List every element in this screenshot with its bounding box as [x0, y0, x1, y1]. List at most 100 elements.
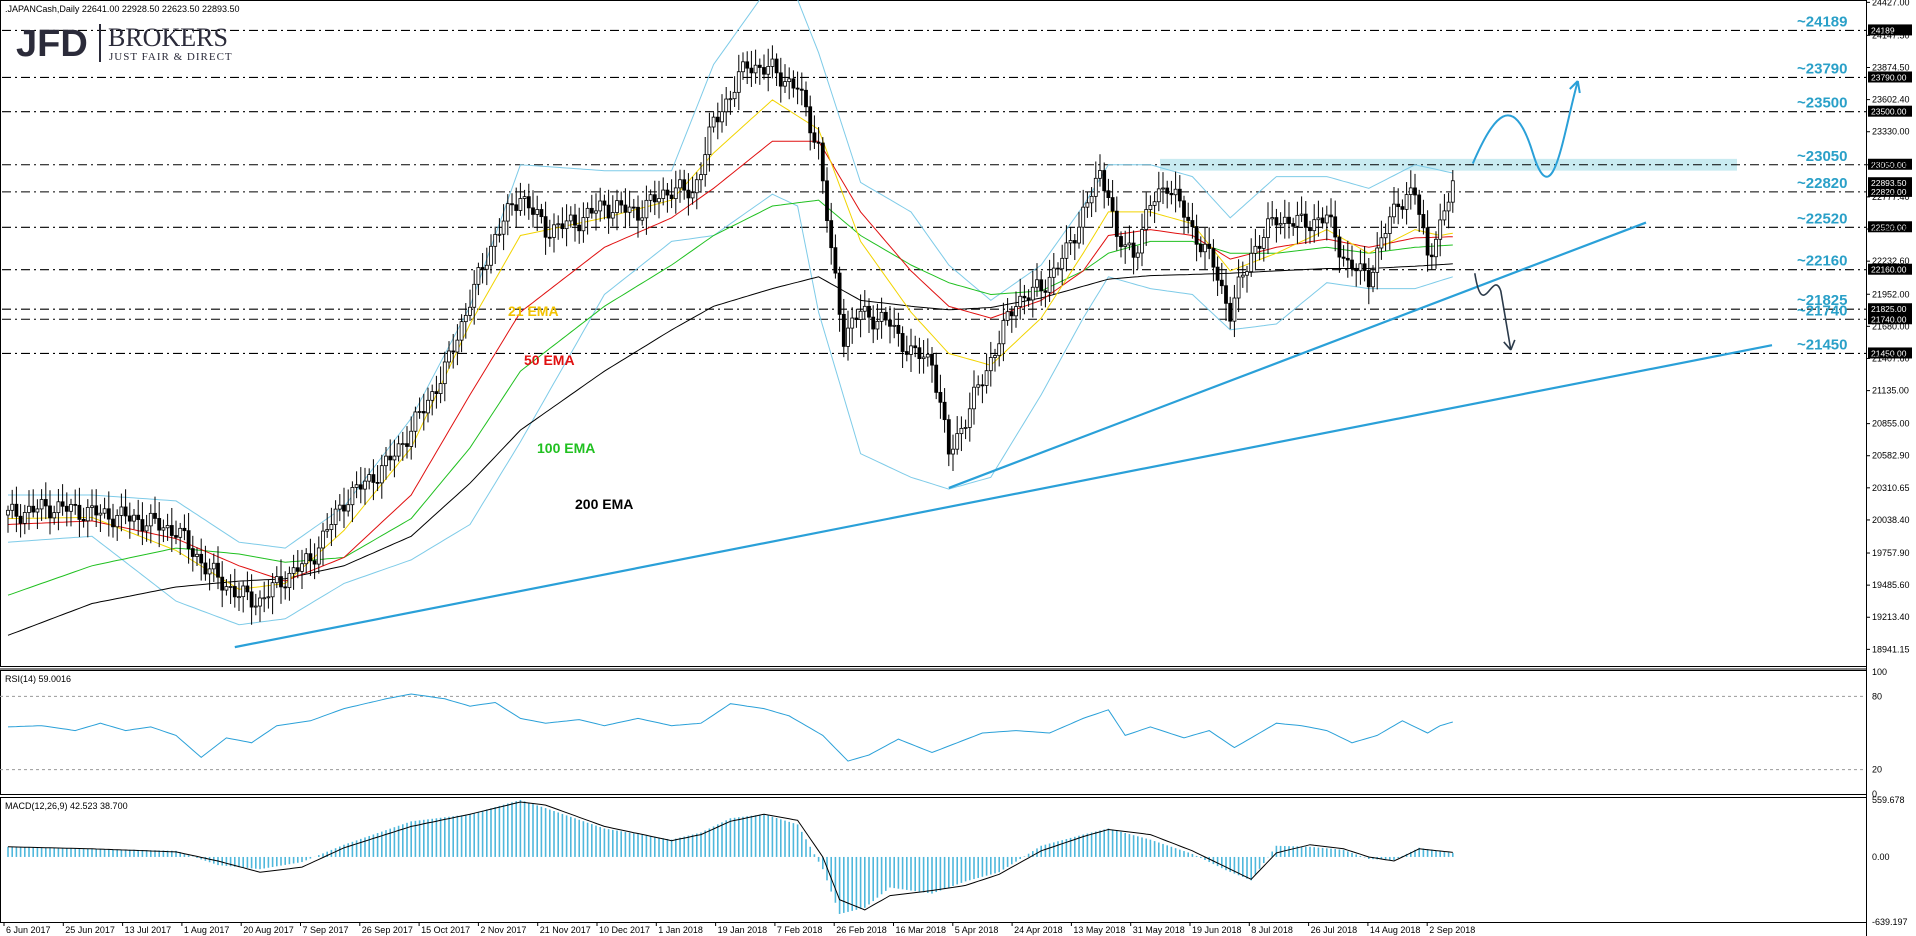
candle-body — [825, 180, 829, 222]
price-tick-label: 23874.50 — [1872, 63, 1910, 73]
macd-signal-line — [7, 801, 1453, 911]
bollinger-lower — [7, 193, 1453, 626]
date-tick-label: 26 Feb 2018 — [836, 925, 887, 935]
candle-body — [1316, 217, 1321, 221]
candle-body — [1404, 194, 1409, 210]
candle-body — [720, 111, 724, 123]
candle-body — [321, 530, 325, 549]
candle-body — [43, 499, 48, 507]
candle-body — [543, 216, 548, 238]
candle-body — [1026, 297, 1031, 301]
candle-body — [153, 512, 157, 519]
candle-body — [867, 305, 871, 318]
candle-body — [1182, 200, 1186, 218]
date-tick-label: 15 Oct 2017 — [421, 925, 470, 935]
candle-body — [169, 525, 174, 536]
price-tick-label: 23330.00 — [1872, 127, 1910, 137]
candle-body — [211, 562, 216, 570]
level-price-tag — [1868, 221, 1912, 233]
candle-body — [144, 525, 149, 532]
candle-body — [1186, 216, 1191, 221]
candle-body — [1266, 218, 1270, 238]
candle-body — [279, 576, 283, 588]
candle-body — [598, 200, 603, 212]
candle-body — [1207, 243, 1212, 249]
candle-body — [854, 317, 859, 320]
symbol-header: .JAPANCash,Daily 22641.00 22928.50 22623… — [5, 4, 240, 14]
candle-body — [636, 206, 640, 221]
candle-body — [127, 515, 132, 522]
candle-body — [98, 512, 103, 516]
candle-body — [619, 200, 624, 206]
candle-body — [783, 81, 787, 87]
rsi-tick-label: 20 — [1872, 765, 1882, 775]
candle-body — [526, 196, 531, 209]
price-tick-label: 19485.60 — [1872, 580, 1910, 590]
candle-body — [274, 576, 279, 584]
candle-body — [774, 58, 779, 74]
candle-body — [892, 324, 897, 327]
candle-body — [909, 345, 913, 355]
logo-name: BROKERS — [108, 23, 228, 52]
candle-body — [1270, 217, 1275, 220]
candle-body — [417, 411, 422, 413]
candle-body — [673, 187, 678, 200]
candle-body — [627, 206, 632, 213]
date-tick-label: 7 Feb 2018 — [777, 925, 823, 935]
candle-body — [883, 311, 888, 321]
date-tick-label: 2 Sep 2018 — [1429, 925, 1475, 935]
level-label: ~21450 — [1797, 336, 1847, 353]
candle-body — [993, 355, 997, 358]
candle-body — [463, 314, 468, 323]
level-price-tag-text: 21450.00 — [1871, 348, 1907, 358]
logo-mark: JFD — [16, 23, 88, 65]
current-price-text: 22893.50 — [1871, 178, 1907, 188]
level-price-tag — [1868, 185, 1912, 197]
candle-body — [816, 141, 821, 144]
level-price-tag-text: 23790.00 — [1871, 72, 1907, 82]
candle-body — [367, 474, 372, 482]
candle-body — [1135, 252, 1140, 258]
candle-body — [237, 596, 241, 599]
candle-body — [392, 455, 397, 461]
date-tick-label: 1 Jan 2018 — [658, 925, 703, 935]
macd-title: MACD(12,26,9) 42.523 38.700 — [5, 801, 128, 811]
candle-body — [35, 508, 40, 513]
candle-body — [1366, 270, 1371, 288]
candle-body — [325, 529, 330, 532]
level-price-tag — [1868, 347, 1912, 359]
candle-body — [1009, 311, 1014, 317]
candle-body — [1224, 285, 1228, 304]
candle-body — [1039, 279, 1044, 292]
candle-body — [1278, 223, 1283, 226]
candle-body — [493, 233, 498, 247]
candle-body — [1232, 297, 1237, 322]
candle-body — [472, 283, 477, 308]
candle-body — [316, 547, 321, 565]
scenario-arrows — [1471, 80, 1581, 351]
candle-body — [136, 514, 141, 520]
ema100-label: 100 EMA — [537, 440, 595, 456]
candle-body — [837, 272, 842, 315]
candle-body — [732, 91, 737, 100]
candle-body — [640, 217, 645, 221]
level-price-tag-text: 23050.00 — [1871, 160, 1907, 170]
candle-body — [165, 525, 170, 529]
candle-body — [1291, 223, 1296, 227]
candle-body — [942, 401, 947, 421]
candle-body — [812, 132, 817, 143]
candle-body — [291, 567, 296, 574]
candle-body — [577, 224, 582, 232]
candle-body — [1077, 226, 1081, 244]
candle-body — [1249, 252, 1254, 273]
price-tick-label: 21952.00 — [1872, 289, 1910, 299]
candle-body — [753, 64, 758, 74]
candle-body — [967, 408, 972, 428]
candle-body — [858, 310, 863, 320]
candle-body — [1060, 257, 1065, 270]
date-tick-label: 1 Aug 2017 — [184, 925, 230, 935]
candle-body — [930, 353, 934, 366]
candle-body — [1282, 216, 1287, 224]
candle-body — [531, 207, 535, 215]
price-tick-label: 22777.40 — [1872, 192, 1910, 202]
